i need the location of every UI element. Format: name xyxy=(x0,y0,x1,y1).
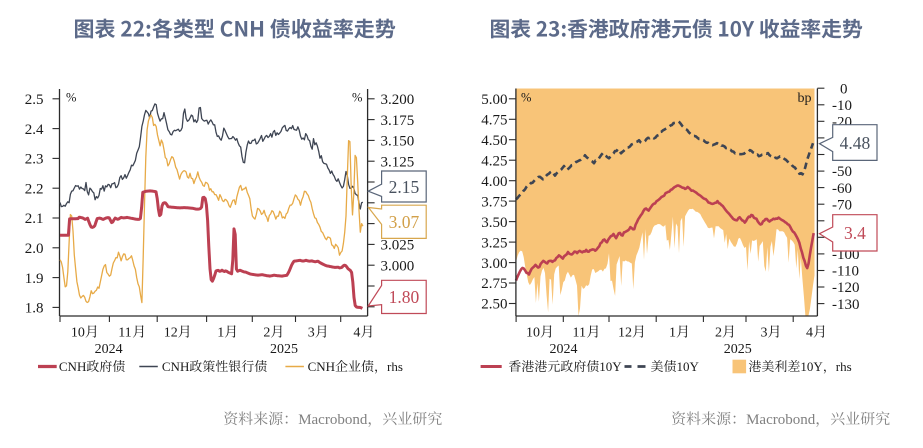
svg-text:2.50: 2.50 xyxy=(481,297,507,313)
svg-text:-130: -130 xyxy=(832,297,860,313)
svg-text:2.2: 2.2 xyxy=(25,181,44,197)
svg-text:2.1: 2.1 xyxy=(25,211,44,227)
svg-text:-70: -70 xyxy=(832,197,852,213)
svg-text:Macrobond: Macrobond xyxy=(298,412,368,428)
svg-text:10Y: 10Y xyxy=(677,359,700,374)
svg-text:4.50: 4.50 xyxy=(481,133,507,149)
svg-text:10Y: 10Y xyxy=(599,359,622,374)
svg-text:%: % xyxy=(66,91,76,105)
svg-text:1: 1 xyxy=(669,326,676,341)
svg-text:3.200: 3.200 xyxy=(381,92,415,108)
svg-text:10: 10 xyxy=(71,326,85,341)
svg-text:4.48: 4.48 xyxy=(840,133,871,153)
svg-text:3.50: 3.50 xyxy=(481,215,507,231)
svg-text:rhs: rhs xyxy=(836,359,852,374)
svg-text:5.00: 5.00 xyxy=(481,92,507,108)
svg-text:-120: -120 xyxy=(832,280,860,296)
svg-text:12: 12 xyxy=(164,326,178,341)
svg-text:1: 1 xyxy=(217,326,224,341)
svg-text:2.5: 2.5 xyxy=(25,92,44,108)
svg-text:3: 3 xyxy=(308,326,315,341)
svg-text:CNH: CNH xyxy=(308,359,335,374)
svg-text:11: 11 xyxy=(118,326,131,341)
svg-text:1.8: 1.8 xyxy=(25,301,44,317)
svg-text:-60: -60 xyxy=(832,181,852,197)
svg-text:3.07: 3.07 xyxy=(389,212,420,232)
svg-text:4.00: 4.00 xyxy=(481,174,507,190)
svg-text:2.15: 2.15 xyxy=(389,177,420,197)
svg-text:4.25: 4.25 xyxy=(481,153,507,169)
svg-text:2025: 2025 xyxy=(270,342,298,357)
svg-text:3.150: 3.150 xyxy=(381,134,415,150)
svg-text:4: 4 xyxy=(806,326,813,341)
svg-text:10Y: 10Y xyxy=(800,359,823,374)
svg-text:3.4: 3.4 xyxy=(844,223,866,243)
svg-text:10: 10 xyxy=(526,326,540,341)
svg-text:-110: -110 xyxy=(832,264,859,280)
svg-text:CNH: CNH xyxy=(162,359,189,374)
svg-text:-50: -50 xyxy=(832,164,852,180)
svg-text:2: 2 xyxy=(263,326,270,341)
svg-text:3: 3 xyxy=(761,326,768,341)
svg-text:3.25: 3.25 xyxy=(481,235,507,251)
svg-text:%: % xyxy=(352,91,362,105)
svg-text:2.3: 2.3 xyxy=(25,152,44,168)
svg-text:Macrobond: Macrobond xyxy=(746,412,816,428)
svg-text:2: 2 xyxy=(715,326,722,341)
svg-text:3.00: 3.00 xyxy=(481,256,507,272)
svg-text:12: 12 xyxy=(618,326,632,341)
svg-text:3.025: 3.025 xyxy=(381,238,415,254)
svg-text:-10: -10 xyxy=(832,98,852,114)
svg-text:4.75: 4.75 xyxy=(481,113,507,129)
svg-text:2.0: 2.0 xyxy=(25,241,44,257)
svg-text:2024: 2024 xyxy=(95,342,123,357)
svg-text:CNH: CNH xyxy=(59,359,86,374)
svg-text:3.125: 3.125 xyxy=(381,154,415,170)
svg-text:bp: bp xyxy=(798,91,812,106)
svg-text:1.9: 1.9 xyxy=(25,271,44,287)
svg-text:4: 4 xyxy=(353,326,360,341)
svg-text:%: % xyxy=(521,91,531,105)
svg-text:0: 0 xyxy=(840,81,848,97)
svg-text:2025: 2025 xyxy=(724,342,752,357)
svg-text:rhs: rhs xyxy=(387,359,403,374)
svg-text:11: 11 xyxy=(573,326,586,341)
svg-text:3.75: 3.75 xyxy=(481,194,507,210)
svg-text:3.175: 3.175 xyxy=(381,113,415,129)
svg-text:1.80: 1.80 xyxy=(389,287,420,307)
svg-text:3.000: 3.000 xyxy=(381,258,415,274)
svg-text:2.75: 2.75 xyxy=(481,276,507,292)
svg-text:2024: 2024 xyxy=(550,342,578,357)
svg-text:2.4: 2.4 xyxy=(25,122,44,138)
